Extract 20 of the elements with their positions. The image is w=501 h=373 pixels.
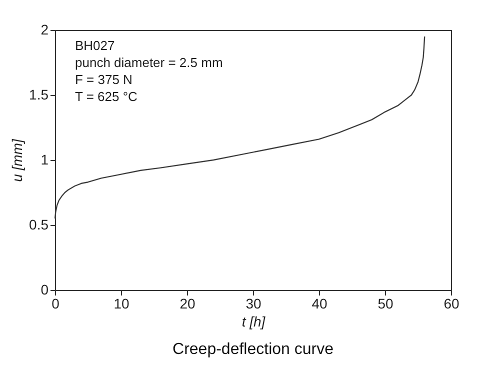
x-axis-title: t [h] (242, 314, 266, 330)
annotation: punch diameter = 2.5 mm (75, 55, 223, 70)
x-tick-label: 10 (114, 296, 130, 312)
line-series (54, 36, 426, 220)
x-tick-label: 30 (246, 296, 262, 312)
annotation: BH027 (75, 38, 115, 53)
x-tick-label: 0 (52, 296, 60, 312)
y-tick-label: 1 (40, 152, 49, 168)
text: Creep-deflection curve (172, 341, 334, 358)
x-tick-label: 60 (444, 296, 460, 312)
x-tick-label: 20 (180, 296, 196, 312)
y-tick-label: 2 (40, 22, 49, 38)
y-tick-label: 1.5 (29, 86, 49, 102)
annotation: T = 625 °C (75, 89, 138, 104)
y-tick-label: 0 (40, 282, 49, 298)
y-tick-label: 0.5 (29, 216, 49, 232)
annotation: F = 375 N (75, 72, 132, 87)
x-tick-label: 40 (312, 296, 328, 312)
y-axis-title: u [mm] (9, 138, 26, 182)
x-tick-label: 50 (378, 296, 394, 312)
